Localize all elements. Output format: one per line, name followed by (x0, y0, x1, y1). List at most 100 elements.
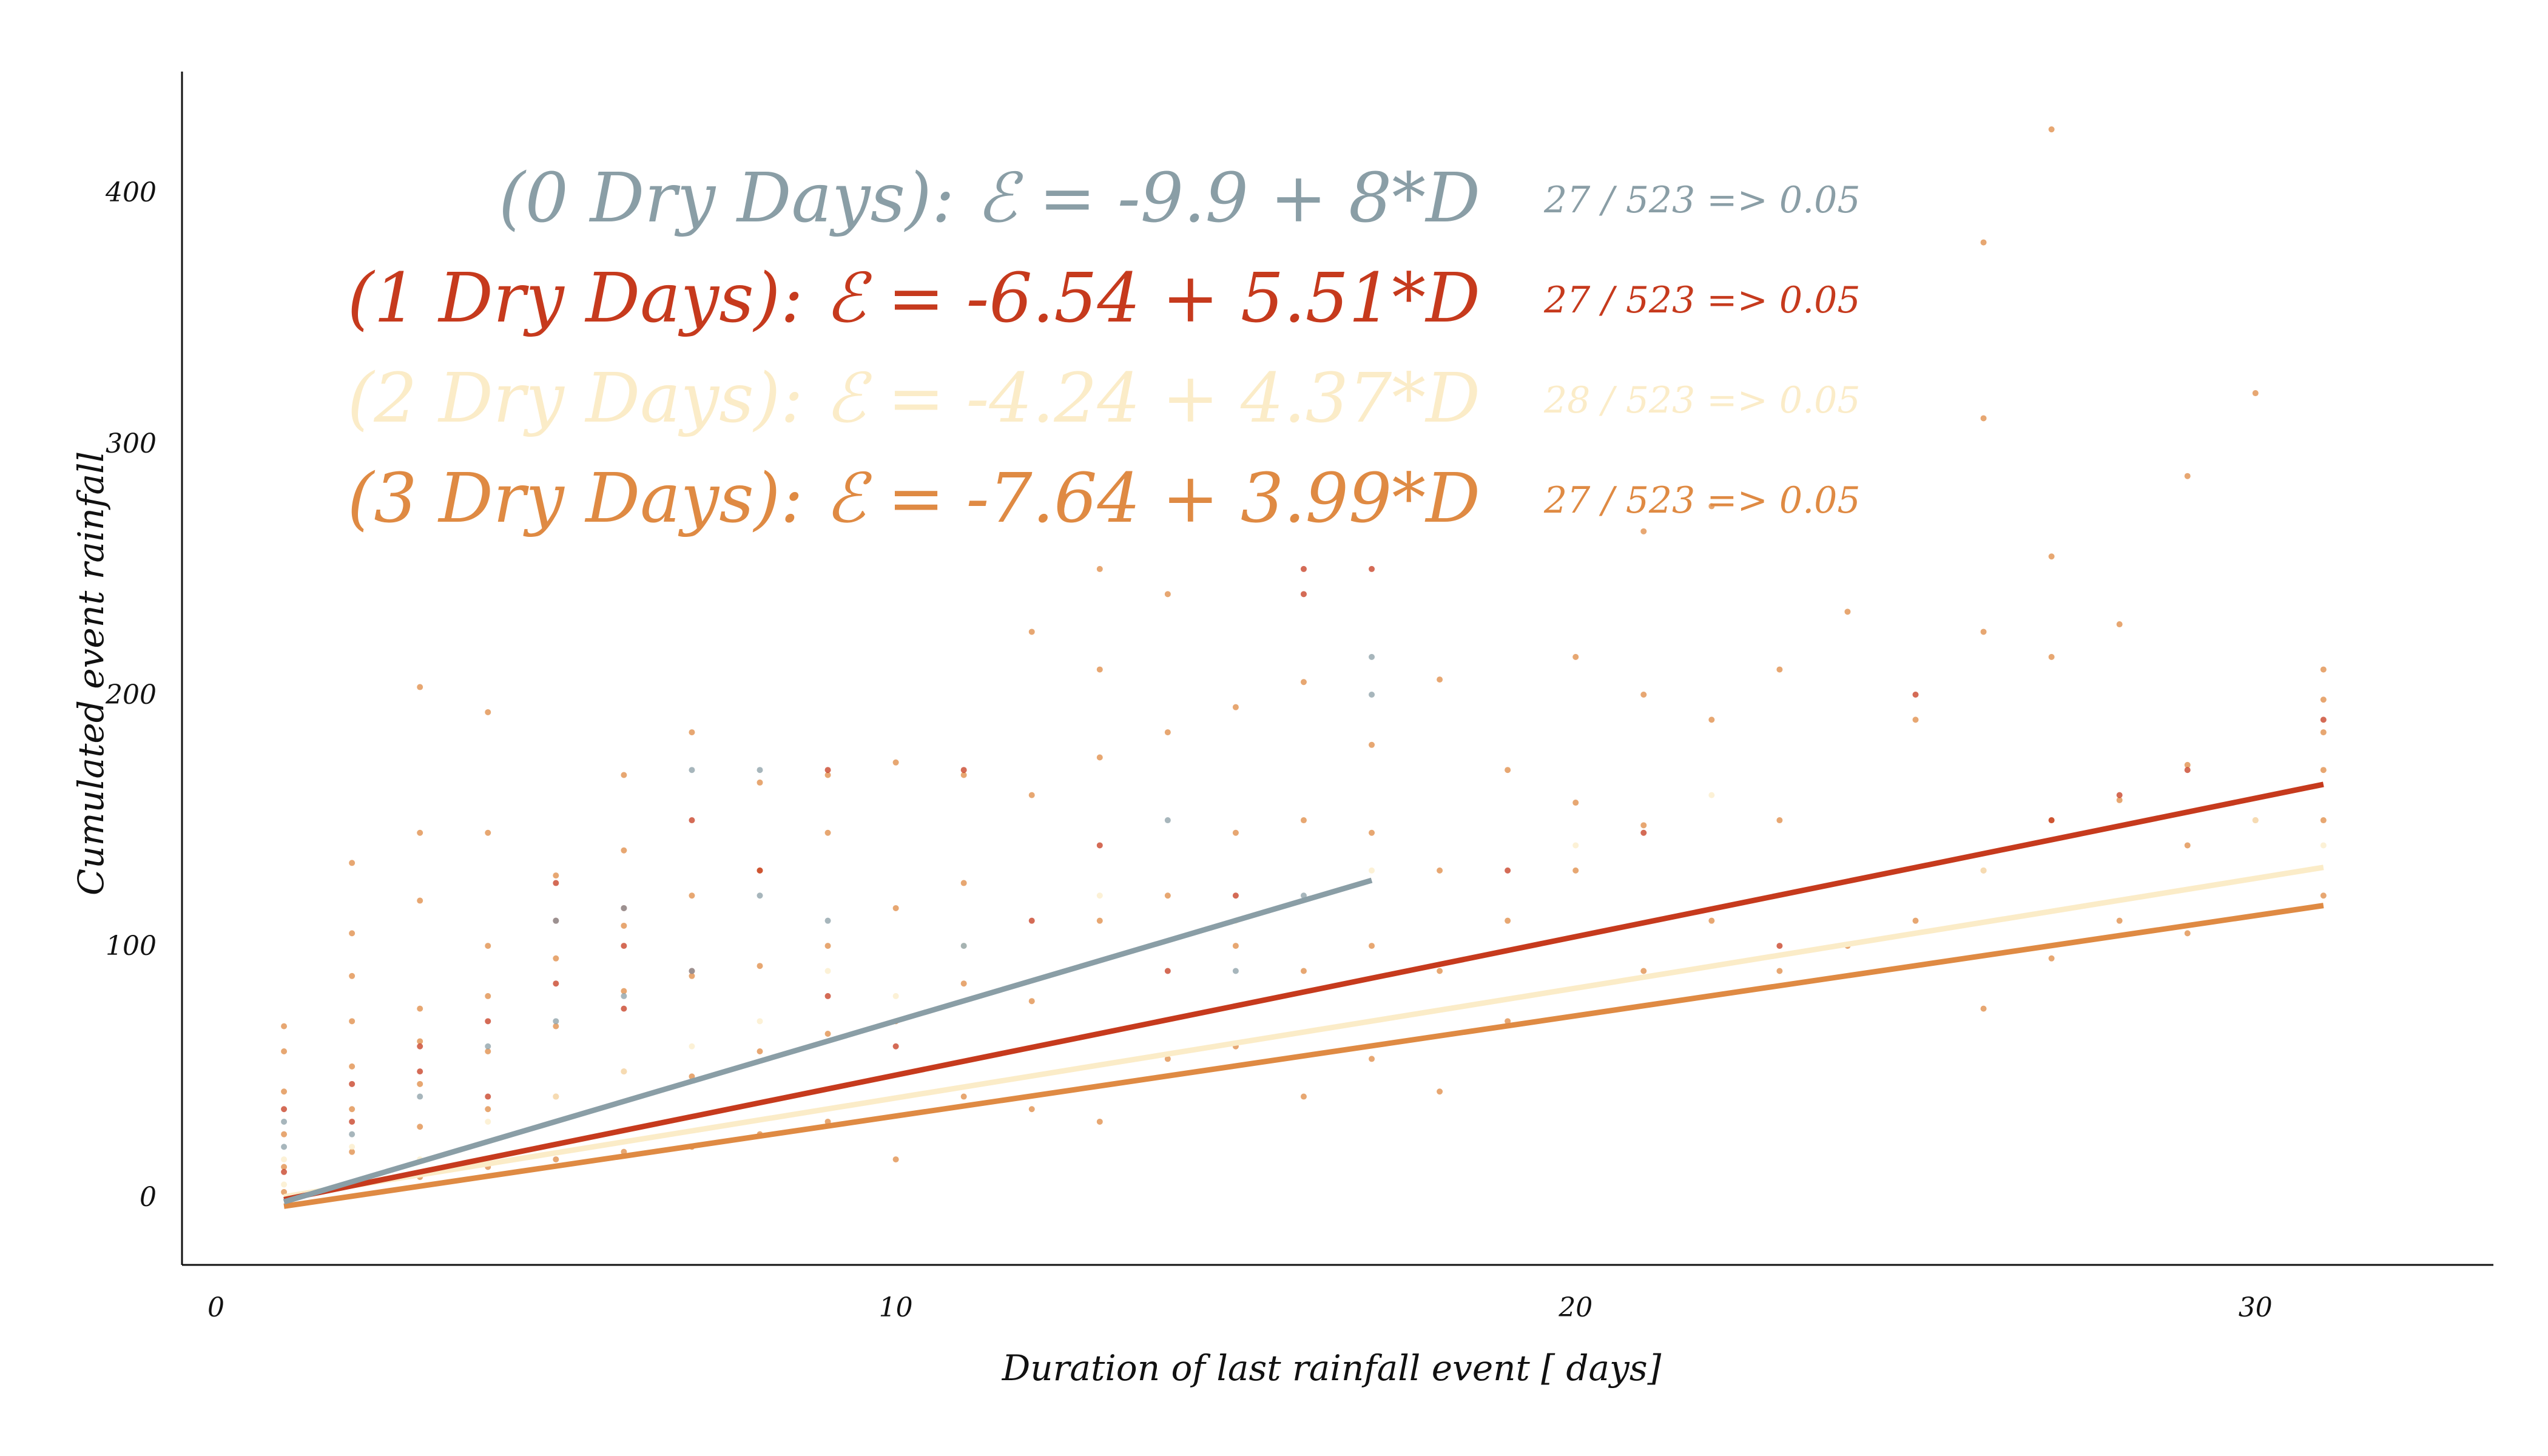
data-point-dry3 (1505, 917, 1511, 924)
data-point-dry3 (1708, 716, 1715, 723)
legend-ratio-dry2: 28 / 523 => 0.05 (1543, 379, 1861, 422)
data-point-dry3 (2320, 729, 2327, 736)
y-tick-label: 100 (106, 931, 157, 962)
data-point-dry1 (824, 767, 831, 774)
data-point-dry1 (2320, 716, 2327, 723)
regression-line-dry3 (283, 903, 2324, 1209)
data-point-dry0 (960, 943, 967, 949)
data-point-dry3 (485, 943, 491, 949)
data-point-dry3 (553, 1023, 559, 1030)
data-point-dry1 (689, 817, 695, 824)
data-point-dry3 (1776, 817, 1783, 824)
data-point-dry1 (1096, 842, 1103, 849)
data-point-dry3 (2116, 621, 2123, 628)
data-point-dry3 (1912, 716, 1919, 723)
data-point-dry1 (757, 867, 763, 874)
data-point-dry3 (1437, 676, 1443, 683)
data-point-dry3 (2116, 917, 2123, 924)
data-point-dry3 (960, 1093, 967, 1100)
data-point-dry1 (1164, 968, 1171, 974)
data-point-dry2 (1096, 892, 1103, 899)
data-point-dry2 (281, 1156, 288, 1163)
data-point-dry3 (1096, 754, 1103, 761)
data-point-dry3 (1164, 591, 1171, 598)
data-point-dry1 (281, 1168, 288, 1175)
regression-line-dry2 (283, 864, 2324, 1200)
data-point-dry3 (1369, 943, 1375, 949)
data-point-dry1 (892, 1043, 899, 1050)
y-tick-label: 300 (106, 428, 157, 459)
data-point-dry3 (892, 1156, 899, 1163)
data-point-dry3 (485, 993, 491, 999)
data-point-dry3 (1980, 629, 1987, 635)
data-point-dry3 (1096, 1118, 1103, 1125)
data-point-dry3 (1028, 792, 1035, 798)
data-point-dry3 (281, 1023, 288, 1030)
x-tick-label: 30 (2239, 1292, 2273, 1323)
data-point-dry3 (1300, 968, 1307, 974)
data-point-dry3 (281, 1048, 288, 1055)
regression-lines (283, 781, 2324, 1209)
data-point-dry3 (349, 1063, 356, 1070)
data-point-dry1 (349, 1118, 356, 1125)
data-point-dry3 (1232, 943, 1239, 949)
data-point-dry0 (824, 917, 831, 924)
data-point-dry2 (1369, 867, 1375, 874)
data-point-dry3 (2184, 930, 2191, 937)
regression-line-dry1 (283, 781, 2324, 1202)
data-point-dry2 (689, 1043, 695, 1050)
data-point-dry1 (1505, 867, 1511, 874)
data-point-dry3 (1912, 917, 1919, 924)
data-point-dry3 (2320, 892, 2327, 899)
data-point-dry3 (281, 1131, 288, 1138)
data-point-dry3 (1640, 968, 1647, 974)
data-point-dry3 (349, 972, 356, 979)
data-point-dry3 (2184, 842, 2191, 849)
data-point-dry3 (1640, 822, 1647, 829)
data-point-dry2 (892, 993, 899, 999)
data-point-dry3 (1505, 1018, 1511, 1025)
data-point-dry0 (349, 1131, 356, 1138)
legend: (0 Dry Days): ℰ = -9.9 + 8*D 27 / 523 => … (348, 159, 1861, 538)
data-point-dry0 (1164, 817, 1171, 824)
data-point-dry3 (1980, 415, 1987, 422)
data-point-dry3 (621, 988, 627, 994)
data-point-dry3 (1096, 917, 1103, 924)
data-point-dry0 (553, 1018, 559, 1025)
data-point-dry2 (281, 1181, 288, 1188)
data-point-dry3 (1164, 729, 1171, 736)
data-point-dry3 (1640, 691, 1647, 698)
data-point-dry0 (281, 1144, 288, 1150)
data-point-dry1 (621, 943, 627, 949)
data-point-dry3 (1640, 528, 1647, 534)
x-tick-label: 10 (879, 1292, 913, 1323)
data-point-dry3 (1708, 917, 1715, 924)
data-point-dry3 (417, 1124, 423, 1130)
data-point-dry0 (553, 917, 559, 924)
data-point-dry2 (757, 1018, 763, 1025)
data-point-dry3 (553, 1156, 559, 1163)
data-point-dry3 (960, 980, 967, 987)
data-point-dry3 (2184, 473, 2191, 479)
data-point-dry3 (2320, 767, 2327, 774)
data-point-dry1 (1300, 565, 1307, 572)
x-tick-label: 0 (207, 1292, 224, 1323)
data-point-dry3 (417, 1005, 423, 1012)
data-point-dry3 (757, 1048, 763, 1055)
data-point-dry3 (892, 759, 899, 766)
data-point-dry1 (2184, 767, 2191, 774)
data-point-dry3 (2048, 126, 2055, 133)
data-point-dry2 (485, 1118, 491, 1125)
data-point-dry3 (824, 772, 831, 778)
data-point-dry3 (1369, 1056, 1375, 1062)
data-point-dry3 (621, 847, 627, 854)
data-point-dry3 (1300, 679, 1307, 686)
data-point-dry0 (1369, 691, 1375, 698)
data-point-dry2 (553, 1093, 559, 1100)
data-point-dry0 (621, 905, 627, 911)
data-point-dry0 (689, 767, 695, 774)
legend-ratio-dry3: 27 / 523 => 0.05 (1543, 479, 1861, 522)
data-point-dry3 (2252, 390, 2259, 397)
data-point-dry3 (349, 860, 356, 866)
